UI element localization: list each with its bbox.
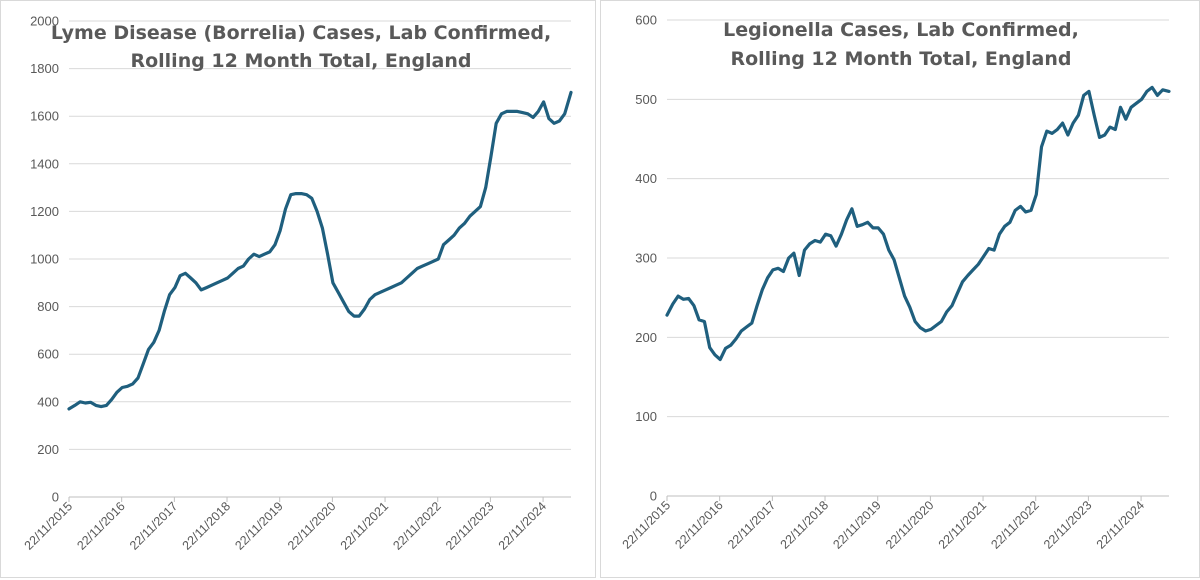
lyme-y-tick-label: 0 (52, 490, 59, 505)
lyme-y-tick-label: 600 (37, 347, 59, 362)
lyme-x-tick-label: 22/11/2019 (232, 499, 286, 553)
lyme-chart-svg: 0 200 400 600 800 1000 1200 1400 1600 1800 2000 22/… (22, 14, 573, 553)
legionella-x-tick-label: 22/11/2023 (1041, 498, 1095, 552)
legionella-chart-panel: 0 100 200 300 400 500 600 22/11/2015 22/11/2016 2… (600, 0, 1200, 578)
lyme-x-tick-label: 22/11/2022 (390, 499, 444, 553)
lyme-x-tick-label: 22/11/2020 (285, 499, 339, 553)
legionella-x-tick-label: 22/11/2018 (778, 498, 832, 552)
legionella-x-tick-label: 22/11/2019 (830, 498, 884, 552)
legionella-x-tick-label: 22/11/2022 (988, 498, 1042, 552)
lyme-series-line (67, 90, 573, 411)
lyme-y-tick-label: 800 (37, 299, 59, 314)
lyme-x-tick-label: 22/11/2023 (443, 499, 497, 553)
legionella-y-tick-label: 200 (635, 330, 657, 345)
legionella-y-tick-label: 600 (635, 13, 657, 28)
lyme-y-tick-label: 1800 (30, 61, 59, 76)
legionella-x-tick-label: 22/11/2016 (672, 498, 726, 552)
legionella-y-tick-label: 0 (650, 489, 657, 504)
legionella-chart-title-line: Rolling 12 Month Total, England (730, 48, 1071, 70)
lyme-x-tick-label: 22/11/2021 (338, 499, 392, 553)
lyme-x-tick-label: 22/11/2015 (22, 499, 76, 553)
lyme-chart-panel: 0 200 400 600 800 1000 1200 1400 1600 1800 2000 22/… (0, 0, 596, 578)
legionella-x-tick-label: 22/11/2020 (883, 498, 937, 552)
legionella-x-tick-label: 22/11/2024 (1094, 498, 1148, 552)
legionella-y-tick-label: 100 (635, 409, 657, 424)
lyme-y-tick-label: 1400 (30, 156, 59, 171)
lyme-y-tick-label: 1200 (30, 204, 59, 219)
legionella-y-tick-label: 500 (635, 92, 657, 107)
lyme-x-tick-label: 22/11/2017 (127, 499, 181, 553)
legionella-y-tick-label: 400 (635, 171, 657, 186)
legionella-y-tick-label: 300 (635, 251, 657, 266)
lyme-x-tick-label: 22/11/2018 (180, 499, 234, 553)
lyme-chart-title-line: Rolling 12 Month Total, England (130, 50, 471, 72)
legionella-series-line (665, 85, 1171, 362)
legionella-x-tick-label: 22/11/2021 (936, 498, 990, 552)
lyme-y-tick-label: 2000 (30, 14, 59, 29)
lyme-y-tick-label: 1600 (30, 109, 59, 124)
lyme-y-tick-label: 1000 (30, 252, 59, 267)
lyme-x-tick-label: 22/11/2024 (496, 499, 550, 553)
lyme-y-tick-label: 400 (37, 394, 59, 409)
legionella-x-tick-label: 22/11/2017 (725, 498, 779, 552)
lyme-chart-title-line: Lyme Disease (Borrelia) Cases, Lab Confi… (51, 22, 551, 44)
legionella-x-tick-label: 22/11/2015 (620, 498, 674, 552)
lyme-y-tick-label: 200 (37, 442, 59, 457)
legionella-chart-title-line: Legionella Cases, Lab Confirmed, (723, 19, 1079, 41)
lyme-x-tick-label: 22/11/2016 (74, 499, 128, 553)
